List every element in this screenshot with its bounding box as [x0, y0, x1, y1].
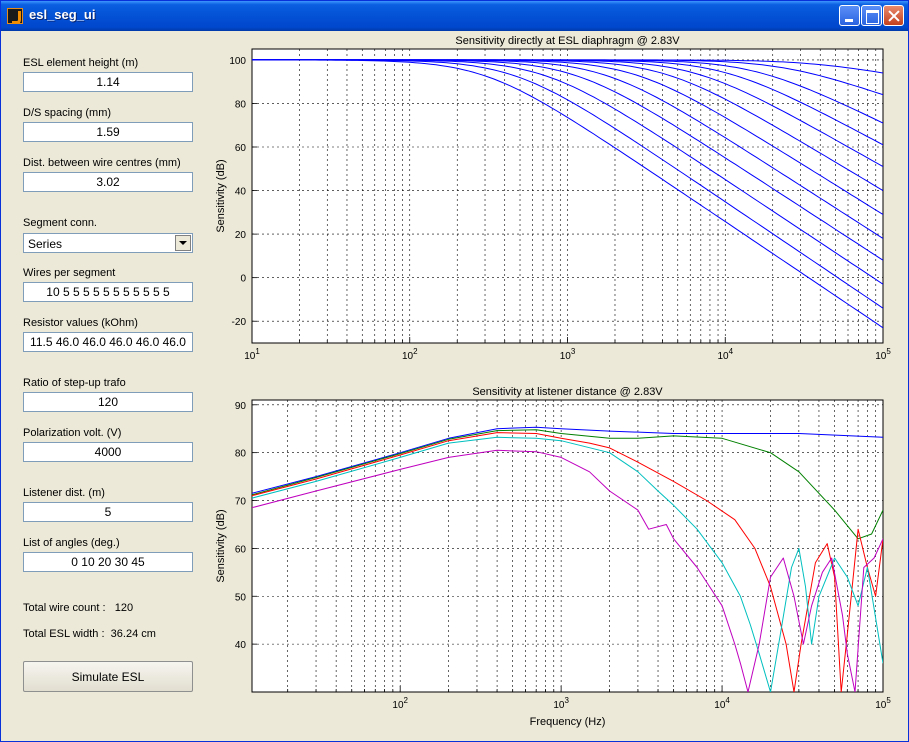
angles-input[interactable]	[23, 552, 193, 572]
series-group	[252, 426, 883, 692]
esl-width-value: 36.24 cm	[110, 628, 156, 640]
x-tick-label: 105	[875, 696, 891, 711]
y-tick-label: 70	[235, 497, 247, 508]
wire-dist-label: Dist. between wire centres (mm)	[23, 157, 181, 169]
wire-dist-input[interactable]	[23, 172, 193, 192]
chart-title: Sensitivity at listener distance @ 2.83V	[472, 386, 663, 398]
matlab-icon	[7, 8, 23, 24]
series-line	[252, 59, 883, 74]
segment-conn-select[interactable]: Series	[23, 233, 193, 253]
y-tick-label: 60	[235, 143, 247, 154]
segment-conn-value: Series	[28, 237, 63, 251]
y-tick-label: 100	[229, 56, 246, 67]
y-tick-label: 60	[235, 544, 247, 555]
y-tick-label: 90	[235, 401, 247, 412]
series-line	[252, 429, 883, 540]
ds-spacing-input[interactable]	[23, 122, 193, 142]
chevron-down-icon[interactable]	[175, 235, 191, 251]
wire-count-value: 120	[114, 602, 134, 614]
wires-per-seg-input[interactable]	[23, 282, 193, 302]
series-line	[252, 436, 883, 692]
maximize-button[interactable]	[861, 5, 882, 26]
plot-frame	[251, 48, 884, 344]
polarization-input[interactable]	[23, 442, 193, 462]
esl-width-info: Total ESL width : 36.24 cm	[23, 628, 156, 640]
x-tick-label: 104	[717, 347, 733, 362]
x-tick-label: 103	[560, 347, 576, 362]
y-tick-label: 0	[240, 274, 246, 285]
resistors-label: Resistor values (kOhm)	[23, 317, 138, 329]
x-tick-label: 102	[402, 347, 418, 362]
x-tick-label: 104	[714, 696, 730, 711]
diaphragm-sensitivity-chart: -20 0 20 40 60 80 100 101 102 103 104 105 Sensitivit…	[215, 35, 891, 362]
angles-label: List of angles (deg.)	[23, 537, 120, 549]
esl-width-label: Total ESL width :	[23, 628, 105, 640]
y-tick-label: 40	[235, 640, 247, 651]
listener-input[interactable]	[23, 502, 193, 522]
minimize-button[interactable]	[839, 5, 860, 26]
segment-conn-label: Segment conn.	[23, 217, 97, 229]
x-axis-label: Frequency (Hz)	[530, 716, 606, 728]
series-group	[252, 59, 883, 329]
y-tick-label: 80	[235, 449, 247, 460]
wires-per-seg-label: Wires per segment	[23, 267, 116, 279]
y-tick-label: 40	[235, 187, 247, 198]
y-tick-label: 20	[235, 230, 247, 241]
series-line	[252, 426, 883, 494]
series-line	[252, 432, 883, 692]
trafo-input[interactable]	[23, 392, 193, 412]
series-line	[252, 449, 883, 692]
x-tick-label: 102	[392, 696, 408, 711]
window-title: esl_seg_ui	[29, 7, 96, 22]
y-axis-label: Sensitivity (dB)	[215, 159, 227, 232]
plot-frame	[251, 399, 884, 693]
wire-count-info: Total wire count : 120	[23, 602, 133, 614]
listener-label: Listener dist. (m)	[23, 487, 105, 499]
height-label: ESL element height (m)	[23, 57, 139, 69]
y-tick-label: -20	[232, 317, 247, 328]
chart-title: Sensitivity directly at ESL diaphragm @ …	[455, 35, 680, 47]
y-tick-label: 80	[235, 99, 247, 110]
polarization-label: Polarization volt. (V)	[23, 427, 122, 439]
ds-spacing-label: D/S spacing (mm)	[23, 107, 112, 119]
plot-area	[252, 400, 883, 692]
wire-count-label: Total wire count :	[23, 602, 106, 614]
y-axis-label: Sensitivity (dB)	[215, 509, 227, 582]
listener-sensitivity-chart: 40 50 60 70 80 90 102 103 104 105 Sensitivity at l…	[215, 386, 891, 728]
x-tick-label: 101	[244, 347, 260, 362]
close-button[interactable]	[883, 5, 904, 26]
height-input[interactable]	[23, 72, 193, 92]
resistors-input[interactable]	[23, 332, 193, 352]
x-tick-label: 105	[875, 347, 891, 362]
title-bar[interactable]: esl_seg_ui	[1, 1, 908, 31]
x-tick-label: 103	[553, 696, 569, 711]
trafo-label: Ratio of step-up trafo	[23, 377, 126, 389]
simulate-esl-button[interactable]: Simulate ESL	[23, 661, 193, 692]
y-tick-label: 50	[235, 592, 247, 603]
